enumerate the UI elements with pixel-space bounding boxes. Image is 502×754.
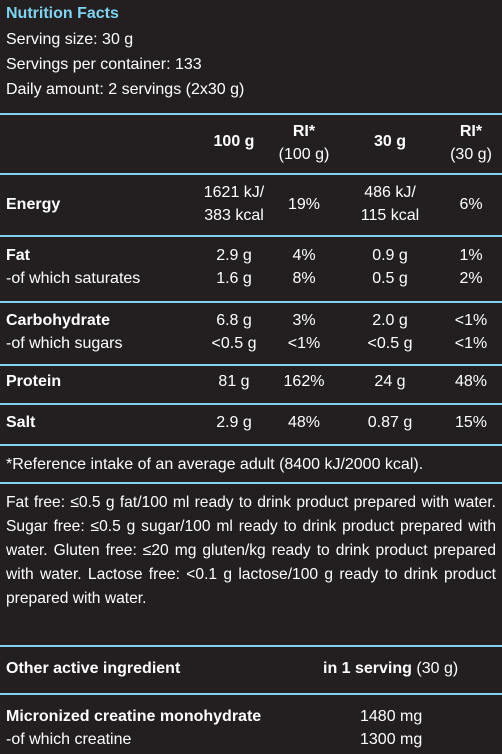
sugars-30g: <0.5 g bbox=[367, 335, 413, 352]
divider bbox=[0, 301, 502, 303]
salt-30g: 0.87 g bbox=[367, 414, 413, 431]
col-header-30g: 30 g bbox=[373, 133, 406, 150]
row-label-salt: Salt bbox=[6, 414, 36, 431]
carbohydrate-30g: 2.0 g bbox=[372, 312, 408, 329]
divider bbox=[0, 403, 502, 405]
row-label-fat: Fat bbox=[6, 247, 30, 264]
active-amount-header-rest: (30 g) bbox=[411, 660, 459, 677]
protein-100g: 81 g bbox=[218, 373, 250, 390]
energy-30g-kcal: 115 kcal bbox=[360, 207, 420, 224]
divider bbox=[0, 444, 502, 446]
salt-ri100: 48% bbox=[287, 414, 321, 431]
divider bbox=[0, 235, 502, 237]
col-header-100g: 100 g bbox=[213, 133, 255, 150]
saturates-ri100: 8% bbox=[292, 270, 316, 287]
divider bbox=[0, 693, 502, 695]
protein-ri100: 162% bbox=[283, 373, 325, 390]
col-header-ri30-sub: (30 g) bbox=[450, 146, 492, 163]
servings-per-container: Servings per container: 133 bbox=[6, 56, 202, 73]
fat-30g: 0.9 g bbox=[372, 247, 408, 264]
col-header-ri100-sub: (100 g) bbox=[278, 146, 330, 163]
product-claims: Fat free: ≤0.5 g fat/100 ml ready to dri… bbox=[6, 494, 496, 607]
sugars-100g: <0.5 g bbox=[211, 335, 257, 352]
energy-100g-kcal: 383 kcal bbox=[204, 207, 264, 224]
energy-ri30: 6% bbox=[459, 196, 483, 213]
row-label-energy: Energy bbox=[6, 196, 61, 213]
carbohydrate-ri30: <1% bbox=[454, 312, 488, 329]
salt-100g: 2.9 g bbox=[216, 414, 252, 431]
row-label-carbohydrate: Carbohydrate bbox=[6, 312, 111, 329]
row-label-sugars: -of which sugars bbox=[6, 335, 123, 352]
sugars-ri30: <1% bbox=[454, 335, 488, 352]
salt-ri30: 15% bbox=[454, 414, 488, 431]
active-item-value: 1300 mg bbox=[360, 731, 423, 748]
active-item-value: 1480 mg bbox=[360, 708, 423, 725]
fat-100g: 2.9 g bbox=[216, 247, 252, 264]
active-ingredient-header: Other active ingredient bbox=[6, 660, 181, 677]
fat-ri30: 1% bbox=[459, 247, 483, 264]
col-header-ri100: RI* bbox=[292, 123, 316, 140]
col-header-ri30: RI* bbox=[459, 123, 483, 140]
active-amount-header-bold: in 1 serving bbox=[323, 660, 412, 677]
divider bbox=[0, 482, 502, 484]
carbohydrate-100g: 6.8 g bbox=[216, 312, 252, 329]
active-item-label: Micronized creatine monohydrate bbox=[6, 708, 262, 725]
active-item-label: -of which creatine bbox=[6, 731, 132, 748]
saturates-30g: 0.5 g bbox=[372, 270, 408, 287]
carbohydrate-ri100: 3% bbox=[292, 312, 316, 329]
page-title: Nutrition Facts bbox=[6, 5, 119, 22]
serving-size: Serving size: 30 g bbox=[6, 31, 134, 48]
saturates-ri30: 2% bbox=[459, 270, 483, 287]
reference-intake-footnote: *Reference intake of an average adult (8… bbox=[6, 456, 424, 473]
energy-30g-kj: 486 kJ/ bbox=[364, 184, 416, 201]
divider bbox=[0, 173, 502, 175]
sugars-ri100: <1% bbox=[287, 335, 321, 352]
energy-100g-kj: 1621 kJ/ bbox=[203, 184, 265, 201]
energy-ri100: 19% bbox=[287, 196, 321, 213]
protein-ri30: 48% bbox=[454, 373, 488, 390]
row-label-protein: Protein bbox=[6, 373, 62, 390]
daily-amount: Daily amount: 2 servings (2x30 g) bbox=[6, 81, 245, 98]
protein-30g: 24 g bbox=[374, 373, 406, 390]
divider bbox=[0, 645, 502, 647]
row-label-saturates: -of which saturates bbox=[6, 270, 141, 287]
divider bbox=[0, 113, 502, 115]
fat-ri100: 4% bbox=[292, 247, 316, 264]
saturates-100g: 1.6 g bbox=[216, 270, 252, 287]
active-amount-header: in 1 serving (30 g) bbox=[323, 658, 458, 680]
divider bbox=[0, 364, 502, 366]
